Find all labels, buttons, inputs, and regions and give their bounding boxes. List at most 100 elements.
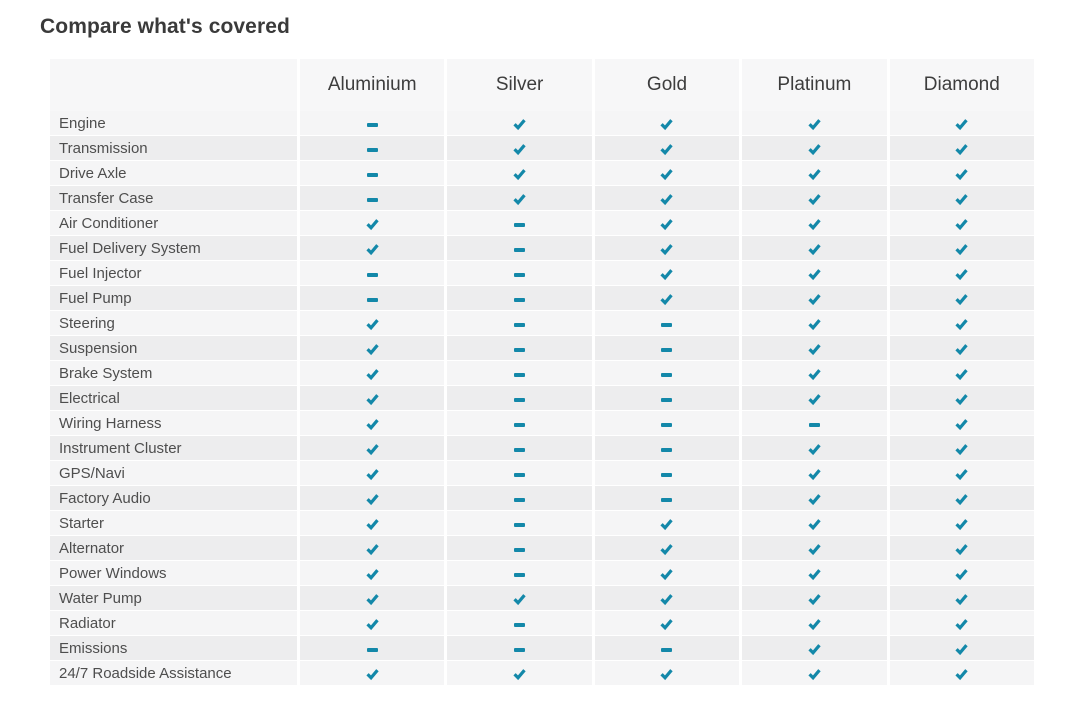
coverage-cell-gold-factory-audio	[591, 486, 740, 510]
check-icon	[955, 393, 968, 405]
coverage-cell-silver-steering	[444, 311, 592, 335]
coverage-cell-aluminium-fuel-delivery-system	[297, 236, 445, 260]
check-icon	[808, 393, 821, 405]
table-row-gps-navi: GPS/Navi	[50, 461, 1034, 486]
table-row-power-windows: Power Windows	[50, 561, 1034, 586]
coverage-cell-silver-fuel-injector	[444, 261, 592, 285]
table-row-24-7-roadside-assistance: 24/7 Roadside Assistance	[50, 661, 1034, 686]
check-icon	[366, 518, 379, 530]
feature-label: Suspension	[59, 339, 138, 357]
coverage-cell-aluminium-engine	[297, 111, 445, 135]
check-icon	[660, 568, 674, 580]
coverage-cell-platinum-brake-system	[739, 361, 887, 385]
check-icon	[808, 643, 821, 655]
feature-label: Power Windows	[59, 564, 167, 582]
check-icon	[660, 268, 674, 280]
coverage-cell-platinum-instrument-cluster	[739, 436, 887, 460]
dash-icon	[661, 472, 673, 477]
check-icon	[808, 143, 821, 155]
coverage-cell-diamond-air-conditioner	[886, 211, 1034, 235]
dash-icon	[514, 297, 526, 302]
dash-icon	[514, 497, 526, 502]
coverage-cell-aluminium-factory-audio	[297, 486, 445, 510]
check-icon	[513, 118, 526, 130]
coverage-cell-aluminium-air-conditioner	[297, 211, 445, 235]
coverage-cell-gold-water-pump	[591, 586, 740, 610]
header-cell-feature	[50, 59, 297, 111]
coverage-cell-gold-fuel-delivery-system	[591, 236, 740, 260]
coverage-cell-aluminium-drive-axle	[297, 161, 445, 185]
check-icon	[955, 443, 968, 455]
table-row-drive-axle: Drive Axle	[50, 161, 1034, 186]
check-icon	[660, 143, 674, 155]
feature-label: Air Conditioner	[59, 214, 159, 232]
check-icon	[366, 218, 379, 230]
dash-icon	[514, 422, 526, 427]
coverage-cell-diamond-water-pump	[886, 586, 1034, 610]
check-icon	[660, 543, 674, 555]
check-icon	[955, 293, 968, 305]
coverage-cell-platinum-radiator	[739, 611, 887, 635]
check-icon	[808, 468, 821, 480]
coverage-cell-platinum-factory-audio	[739, 486, 887, 510]
dash-icon	[514, 272, 526, 277]
check-icon	[808, 568, 821, 580]
table-row-brake-system: Brake System	[50, 361, 1034, 386]
feature-cell: Fuel Pump	[50, 286, 297, 310]
coverage-cell-platinum-drive-axle	[739, 161, 887, 185]
coverage-cell-diamond-electrical	[886, 386, 1034, 410]
dash-icon	[808, 422, 820, 427]
check-icon	[660, 668, 674, 680]
coverage-cell-silver-transfer-case	[444, 186, 592, 210]
check-icon	[366, 318, 379, 330]
check-icon	[366, 593, 379, 605]
check-icon	[660, 168, 674, 180]
coverage-cell-platinum-air-conditioner	[739, 211, 887, 235]
coverage-cell-diamond-suspension	[886, 336, 1034, 360]
feature-cell: Electrical	[50, 386, 297, 410]
table-header-row: Aluminium Silver Gold Platinum Diamond	[50, 59, 1034, 111]
check-icon	[955, 193, 968, 205]
dash-icon	[514, 222, 526, 227]
coverage-cell-silver-radiator	[444, 611, 592, 635]
dash-icon	[661, 447, 673, 452]
check-icon	[513, 668, 526, 680]
dash-icon	[366, 172, 378, 177]
coverage-cell-aluminium-transmission	[297, 136, 445, 160]
coverage-cell-gold-transmission	[591, 136, 740, 160]
coverage-cell-aluminium-wiring-harness	[297, 411, 445, 435]
dash-icon	[366, 122, 378, 127]
dash-icon	[514, 622, 526, 627]
check-icon	[808, 193, 821, 205]
coverage-cell-aluminium-fuel-injector	[297, 261, 445, 285]
coverage-cell-diamond-engine	[886, 111, 1034, 135]
feature-label: Fuel Injector	[59, 264, 142, 282]
coverage-cell-silver-water-pump	[444, 586, 592, 610]
feature-label: Factory Audio	[59, 489, 151, 507]
coverage-cell-aluminium-starter	[297, 511, 445, 535]
check-icon	[808, 543, 821, 555]
table-row-emissions: Emissions	[50, 636, 1034, 661]
check-icon	[660, 193, 674, 205]
column-header-label: Aluminium	[327, 74, 417, 95]
dash-icon	[661, 422, 673, 427]
feature-cell: GPS/Navi	[50, 461, 297, 485]
dash-icon	[514, 547, 526, 552]
feature-label: GPS/Navi	[59, 464, 125, 482]
coverage-cell-diamond-24-7-roadside-assistance	[886, 661, 1034, 685]
check-icon	[808, 343, 821, 355]
check-icon	[955, 468, 968, 480]
coverage-cell-platinum-engine	[739, 111, 887, 135]
check-icon	[955, 143, 968, 155]
check-icon	[366, 368, 379, 380]
coverage-cell-gold-brake-system	[591, 361, 740, 385]
coverage-cell-silver-drive-axle	[444, 161, 592, 185]
dash-icon	[514, 322, 526, 327]
coverage-cell-silver-brake-system	[444, 361, 592, 385]
coverage-comparison-table: Aluminium Silver Gold Platinum Diamond Engin…	[50, 59, 1034, 686]
coverage-cell-diamond-starter	[886, 511, 1034, 535]
check-icon	[366, 493, 379, 505]
coverage-cell-silver-24-7-roadside-assistance	[444, 661, 592, 685]
coverage-cell-gold-power-windows	[591, 561, 740, 585]
coverage-cell-platinum-electrical	[739, 386, 887, 410]
